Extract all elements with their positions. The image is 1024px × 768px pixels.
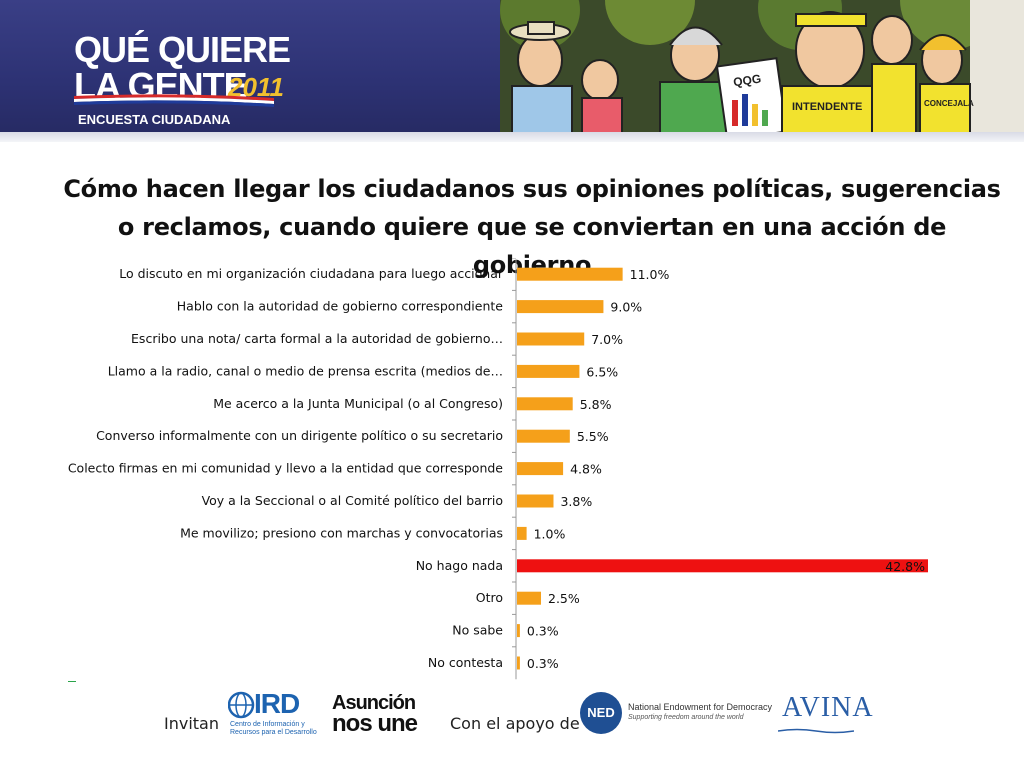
data-label: 9.0%: [610, 300, 642, 315]
data-label: 6.5%: [586, 364, 618, 379]
header-banner: QUÉ QUIERE LA GENTE 2011 ENCUESTA CIUDAD…: [0, 0, 1024, 136]
bar: [517, 559, 928, 573]
bar: [517, 364, 580, 378]
avina-wave-icon: [778, 728, 854, 734]
bar: [517, 656, 520, 670]
bar: [517, 526, 527, 540]
ird-globe-icon: [228, 691, 255, 719]
que-quiere-la-gente-logo: QUÉ QUIERE LA GENTE 2011 ENCUESTA CIUDAD…: [74, 30, 294, 130]
cartoon-illustration: QQG INTENDENTE CONCEJALA: [500, 0, 1024, 136]
ird-logo-text: IRD: [254, 688, 300, 719]
data-label: 3.8%: [560, 494, 592, 509]
data-label: 2.5%: [548, 591, 580, 606]
chart-svg: Lo discuto en mi organización ciudadana …: [68, 258, 928, 680]
category-label: No contesta: [428, 655, 503, 670]
bar: [517, 267, 623, 281]
category-label: Me movilizo; presiono con marchas y conv…: [180, 525, 503, 540]
category-label: Me acerco a la Junta Municipal (o al Con…: [213, 396, 503, 411]
category-label: Otro: [476, 590, 503, 605]
data-label: 1.0%: [534, 526, 566, 541]
asuncion-logo-line-1: Asunción: [332, 692, 416, 714]
category-label: Llamo a la radio, canal o medio de prens…: [108, 363, 503, 378]
asuncion-logo-line-2: nos une: [332, 710, 418, 737]
category-label: Voy a la Seccional o al Comité político …: [202, 493, 503, 508]
category-label: Escribo una nota/ carta formal a la auto…: [131, 331, 503, 346]
ned-tagline: Supporting freedom around the world: [628, 714, 744, 721]
data-label: 4.8%: [570, 462, 602, 477]
horizontal-bar-chart: Lo discuto en mi organización ciudadana …: [60, 258, 990, 688]
data-label: 5.5%: [577, 429, 609, 444]
banner-bottom-strip: [0, 132, 1024, 142]
data-label: 0.3%: [527, 656, 559, 671]
chart-title: Cómo hacen llegar los ciudadanos sus opi…: [63, 175, 1001, 279]
invitan-label: Invitan: [164, 714, 219, 733]
category-label: Lo discuto en mi organización ciudadana …: [119, 266, 504, 281]
slide-marker: [68, 681, 76, 682]
logo-subtitle: ENCUESTA CIUDADANA: [78, 112, 231, 127]
category-label: Hablo con la autoridad de gobierno corre…: [177, 299, 504, 314]
bar: [517, 591, 542, 605]
data-label: 42.8%: [885, 559, 925, 574]
category-label: No sabe: [452, 623, 503, 638]
data-label: 11.0%: [630, 267, 670, 282]
category-label: Colecto firmas en mi comunidad y llevo a…: [68, 461, 503, 476]
bar: [517, 462, 564, 476]
ird-subtitle: Centro de Información y Recursos para el…: [230, 721, 317, 736]
data-label: 0.3%: [527, 624, 559, 639]
bar: [517, 624, 520, 638]
bar: [517, 332, 585, 346]
bar: [517, 494, 554, 508]
bar: [517, 300, 604, 314]
con-el-apoyo-label: Con el apoyo de: [450, 714, 580, 733]
paraguay-flag-swoosh-icon: [74, 94, 274, 107]
data-label: 7.0%: [591, 332, 623, 347]
svg-text:QQG: QQG: [732, 72, 762, 90]
ned-logo: NED: [580, 692, 622, 734]
ned-name: National Endowment for Democracy: [628, 702, 773, 712]
logo-line-1: QUÉ QUIERE: [74, 29, 291, 70]
category-label: No hago nada: [416, 558, 503, 573]
avina-logo: AVINA: [782, 692, 874, 723]
category-label: Converso informalmente con un dirigente …: [96, 428, 503, 443]
data-label: 5.8%: [580, 397, 612, 412]
bar: [517, 397, 573, 411]
svg-text:CONCEJALA: CONCEJALA: [924, 99, 974, 108]
bar: [517, 429, 570, 443]
sponsor-footer: [0, 686, 1024, 768]
svg-text:INTENDENTE: INTENDENTE: [792, 101, 862, 113]
